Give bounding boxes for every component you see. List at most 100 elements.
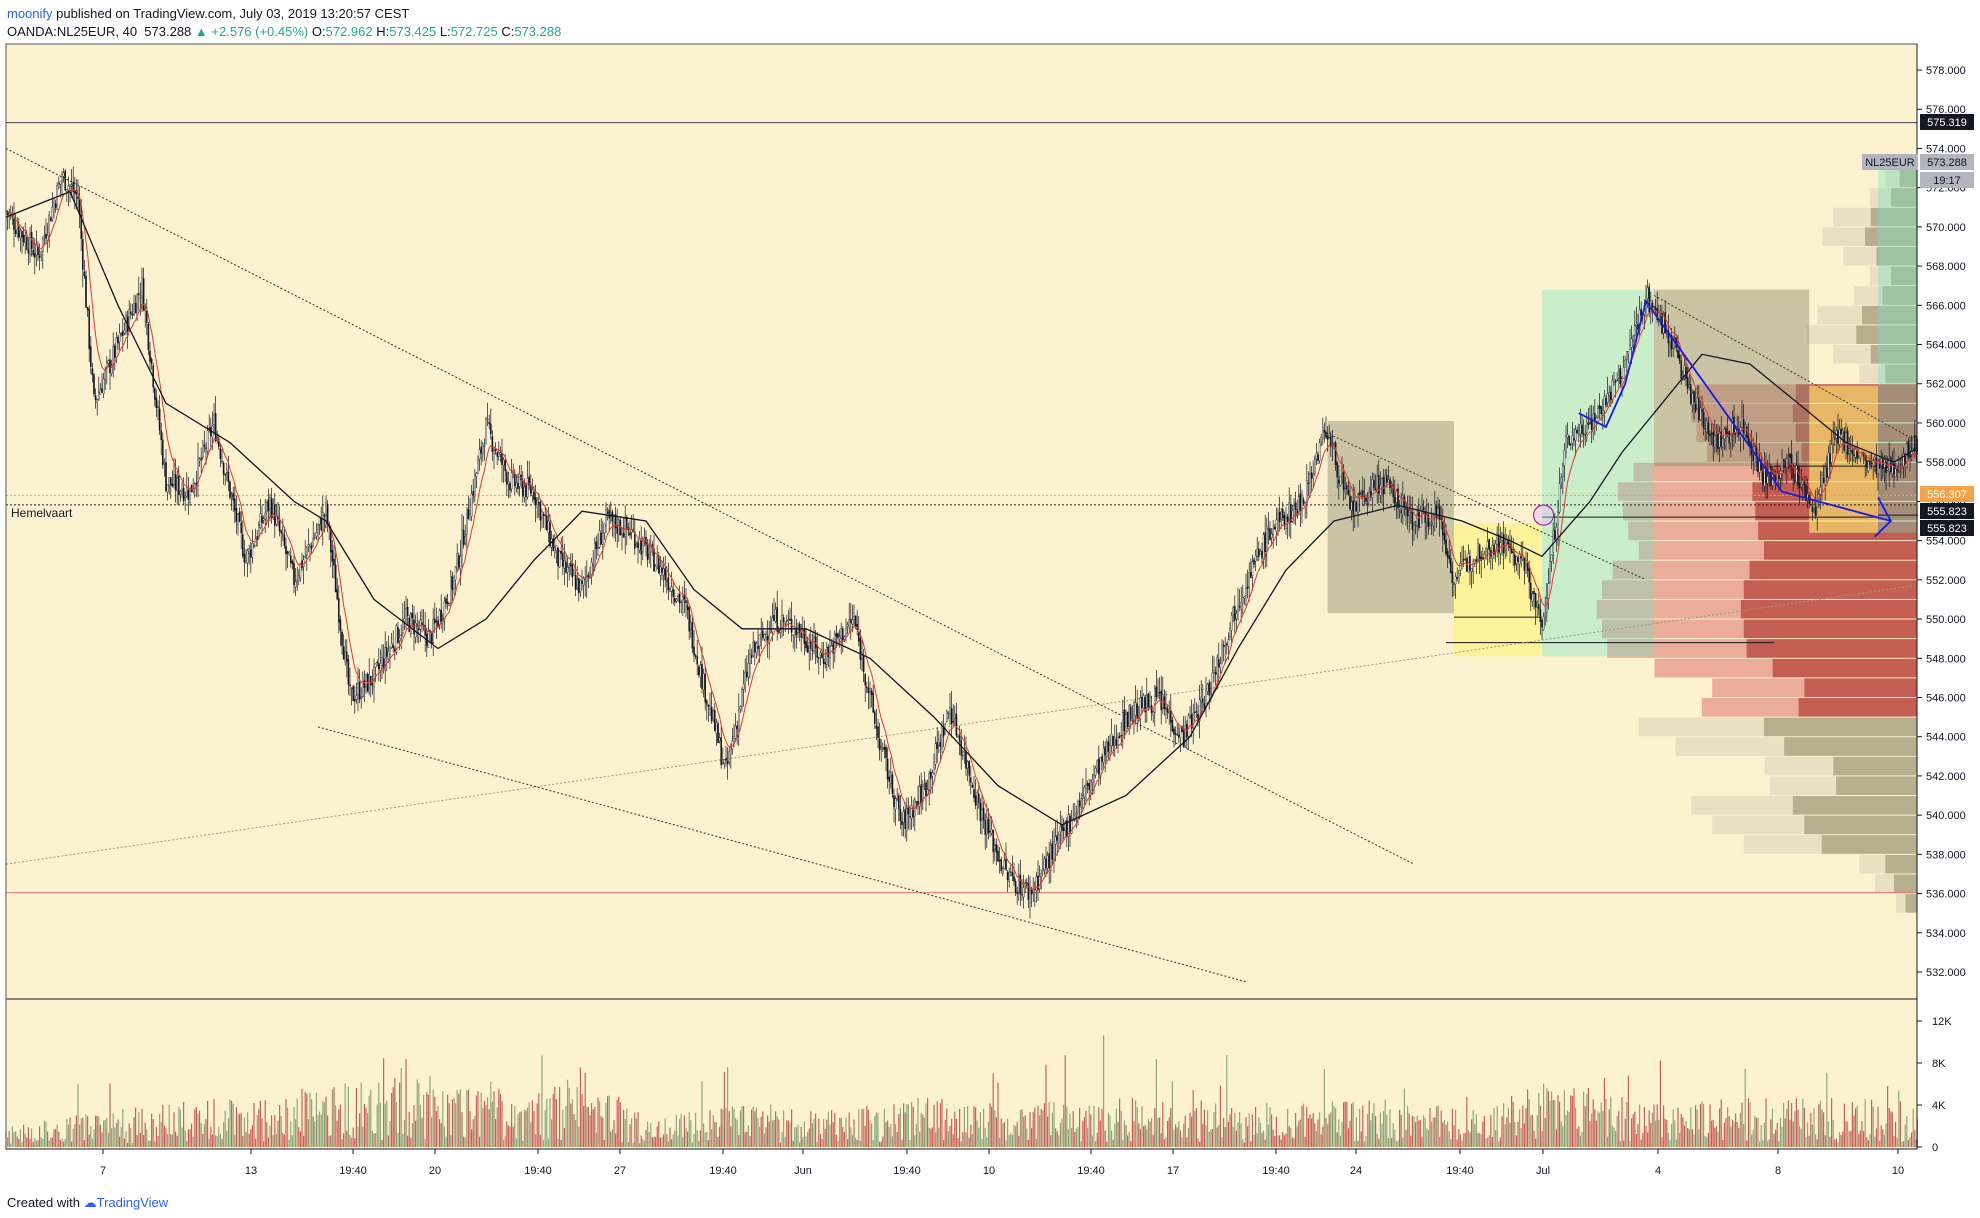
candle-body bbox=[113, 345, 116, 358]
candle-body bbox=[1254, 555, 1257, 562]
volume-bar bbox=[351, 1137, 353, 1147]
volume-bar bbox=[56, 1124, 58, 1147]
tradingview-logo-icon[interactable]: ☁ bbox=[83, 1195, 97, 1210]
volume-bar bbox=[727, 1067, 729, 1147]
volume-bar bbox=[127, 1142, 129, 1147]
drawings[interactable] bbox=[1532, 148, 1980, 538]
author-link[interactable]: moonify bbox=[7, 6, 53, 21]
last-price-tag-text: 573.288 bbox=[1927, 157, 1967, 169]
volume-bar bbox=[1239, 1112, 1241, 1147]
volume-bar bbox=[407, 1135, 409, 1147]
volume-bar bbox=[1482, 1121, 1484, 1147]
volume-bar bbox=[1698, 1129, 1700, 1147]
volume-bar bbox=[215, 1135, 217, 1147]
price-axis[interactable]: 578.000576.000574.000572.000570.000568.0… bbox=[1917, 65, 1966, 979]
volume-bar bbox=[159, 1113, 161, 1147]
candle-body bbox=[1155, 686, 1158, 697]
candle-body bbox=[1717, 433, 1719, 450]
candle-body bbox=[1616, 379, 1618, 382]
candle-body bbox=[1157, 692, 1159, 696]
candle-body bbox=[1395, 491, 1398, 503]
candle-body bbox=[1309, 473, 1311, 483]
candle-body bbox=[1456, 577, 1458, 579]
volume-bar bbox=[1023, 1116, 1025, 1147]
volume-bar bbox=[725, 1108, 727, 1147]
candle-body bbox=[459, 556, 462, 569]
volume-bar bbox=[1893, 1136, 1895, 1147]
candle-body bbox=[1744, 424, 1746, 436]
volume-bar bbox=[773, 1120, 775, 1147]
volume-bar bbox=[581, 1093, 583, 1147]
last-price: 573.288 bbox=[144, 24, 192, 39]
volume-bar bbox=[1608, 1109, 1610, 1147]
volume-bar bbox=[610, 1131, 612, 1147]
candle-body bbox=[99, 389, 102, 395]
volume-bar bbox=[1330, 1112, 1332, 1147]
candle-body bbox=[1022, 887, 1025, 898]
volume-bar bbox=[42, 1138, 44, 1147]
candle-body bbox=[1158, 691, 1161, 694]
volume-bar bbox=[421, 1117, 423, 1147]
candle-body bbox=[206, 430, 209, 452]
volume-bar bbox=[1026, 1128, 1028, 1147]
candle-body bbox=[496, 452, 499, 457]
volume-bar bbox=[791, 1109, 793, 1147]
volume-bar bbox=[1903, 1141, 1905, 1147]
candle-body bbox=[1453, 583, 1455, 586]
volume-bar bbox=[439, 1119, 441, 1147]
candle-body bbox=[1745, 426, 1748, 438]
candle-body bbox=[970, 777, 972, 783]
candle-body bbox=[1313, 459, 1316, 474]
candle-body bbox=[1413, 525, 1415, 530]
volume-bar bbox=[1171, 1081, 1173, 1147]
volume-bar bbox=[1583, 1091, 1585, 1147]
time-axis[interactable]: 7 13 19:40 20 19:40 27 19:40 Jun 19:40 10 19:40 17 1… bbox=[100, 1149, 1904, 1177]
candle-body bbox=[286, 551, 289, 554]
candle-body bbox=[1897, 470, 1900, 472]
volume-bar bbox=[943, 1139, 945, 1147]
volume-bar bbox=[1163, 1139, 1165, 1147]
candle-body bbox=[398, 637, 401, 641]
volume-bar bbox=[293, 1106, 295, 1147]
candle-body bbox=[1046, 855, 1049, 869]
price-tick-label: 560.000 bbox=[1926, 418, 1966, 430]
volume-bar bbox=[304, 1091, 306, 1147]
candle-body bbox=[1406, 508, 1409, 517]
candle-body bbox=[1729, 433, 1732, 444]
trend-lines[interactable] bbox=[5, 147, 1980, 983]
tradingview-link[interactable]: TradingView bbox=[96, 1195, 169, 1210]
candle-body bbox=[1688, 384, 1690, 387]
candle-body bbox=[1275, 519, 1278, 532]
blue-arrow-down bbox=[1578, 299, 1892, 522]
volume-bar bbox=[1763, 1122, 1765, 1147]
profile-row-dark bbox=[1862, 305, 1917, 325]
volume-bar bbox=[1616, 1116, 1618, 1147]
candle-body bbox=[642, 538, 644, 553]
volume-bar bbox=[1869, 1133, 1871, 1147]
volume-bar bbox=[387, 1135, 389, 1147]
candle-body bbox=[1560, 477, 1562, 483]
candle-body bbox=[264, 512, 267, 520]
candle-body bbox=[1349, 495, 1351, 510]
volume-bar bbox=[1618, 1110, 1620, 1147]
symbol-interval[interactable]: OANDA:NL25EUR, 40 bbox=[7, 24, 138, 39]
volume-bar bbox=[1551, 1091, 1553, 1147]
volume-bar bbox=[999, 1137, 1001, 1147]
candle-body bbox=[13, 218, 15, 231]
volume-bar bbox=[667, 1141, 669, 1147]
volume-bar bbox=[539, 1134, 541, 1147]
candle-body bbox=[854, 615, 857, 628]
candle-body bbox=[1360, 492, 1362, 494]
publish-info: published on TradingView.com, July 03, 2… bbox=[56, 6, 410, 21]
volume-bar bbox=[1168, 1117, 1170, 1147]
candle-body bbox=[1544, 613, 1546, 617]
candle-body bbox=[1449, 558, 1452, 574]
candle-body bbox=[147, 323, 150, 350]
volume-bar bbox=[1423, 1115, 1425, 1147]
candle-body bbox=[161, 439, 164, 466]
candle-body bbox=[461, 529, 463, 556]
time-tick-label: 19:40 bbox=[709, 1165, 737, 1177]
candle-body bbox=[1230, 614, 1233, 631]
candle-body bbox=[834, 634, 836, 653]
